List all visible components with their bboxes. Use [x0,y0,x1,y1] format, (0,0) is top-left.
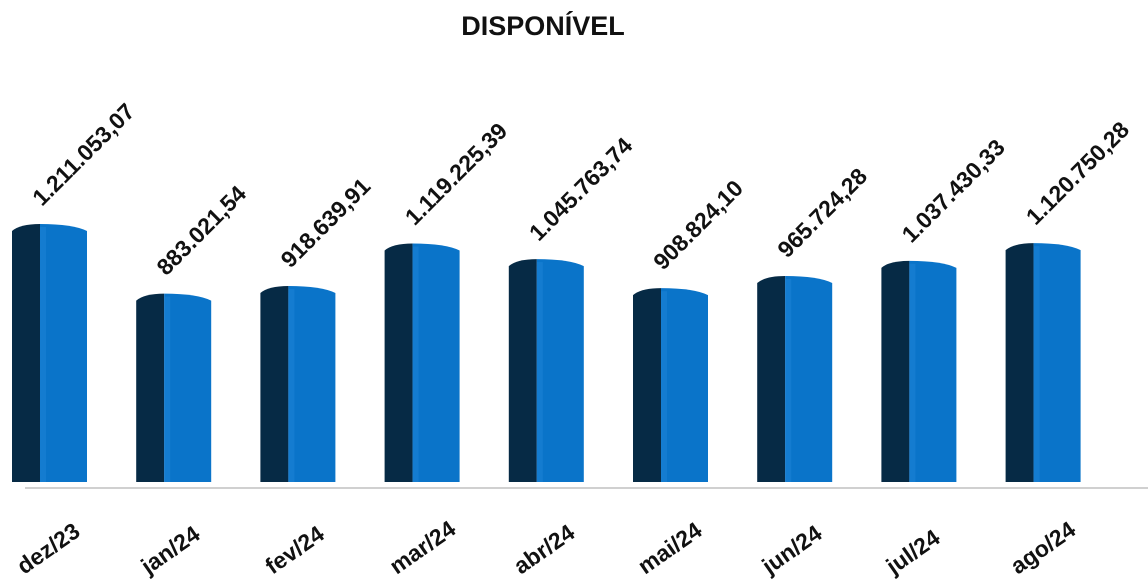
bar-front-face [785,276,833,482]
bar-side-face [757,276,786,482]
bar [881,260,957,482]
bar-front-face [412,243,460,482]
value-label: 908.824,10 [648,175,748,275]
bar-group [12,224,1081,482]
bar-highlight [536,262,543,482]
x-tick-label-group: dez/23 jan/24 fev/24 mar/24 abr/24 mai/24 jun/… [12,515,1080,580]
chart-title: DISPONÍVEL [461,10,625,41]
x-tick-label: jun/24 [756,520,826,580]
bar-front-face [909,260,957,482]
bar [12,224,87,482]
bar-side-face [12,224,40,482]
bar-front-face [661,288,708,482]
bar-side-face [136,293,165,482]
x-tick-label: fev/24 [260,520,329,579]
bar-front-face [1033,243,1081,482]
bar-highlight [909,263,916,482]
bar [1005,243,1081,482]
bar-highlight [412,246,419,482]
bar-front-face [288,286,336,482]
bar-front-face [536,259,584,482]
bar [508,259,584,482]
bar-front-face [40,224,87,482]
bar-highlight [785,279,792,482]
x-tick-label: abr/24 [509,519,580,579]
value-label: 1.045.763,74 [524,132,637,245]
bar-highlight [288,289,295,482]
x-tick-label: jul/24 [881,524,945,580]
bar-side-face [508,259,537,482]
bar-side-face [881,260,910,482]
bar [384,243,460,482]
bar-side-face [633,288,661,482]
x-tick-label: jan/24 [135,520,204,579]
bar [260,286,336,482]
value-label: 918.639,91 [276,173,376,273]
value-label: 965.724,28 [772,163,872,263]
value-label: 883.021,54 [151,180,251,280]
bar-side-face [1005,243,1034,482]
x-tick-label: ago/24 [1006,516,1081,579]
bar-highlight [1033,246,1040,482]
bar-side-face [384,243,413,482]
value-label: 1.037.430,33 [897,134,1010,247]
bar-highlight [661,291,667,482]
bar-highlight [40,227,46,482]
bar [757,276,833,482]
value-label: 1.211.053,07 [27,98,139,210]
bar-front-face [164,293,212,482]
x-tick-label: mai/24 [633,517,707,579]
bar [136,293,212,482]
x-tick-label: mar/24 [385,515,461,579]
bar-highlight [164,296,171,482]
x-tick-label: dez/23 [12,517,85,579]
bar-side-face [260,286,289,482]
value-label: 1.119.225,39 [400,118,512,230]
value-label: 1.120.750,28 [1021,116,1134,229]
bar [633,288,708,482]
